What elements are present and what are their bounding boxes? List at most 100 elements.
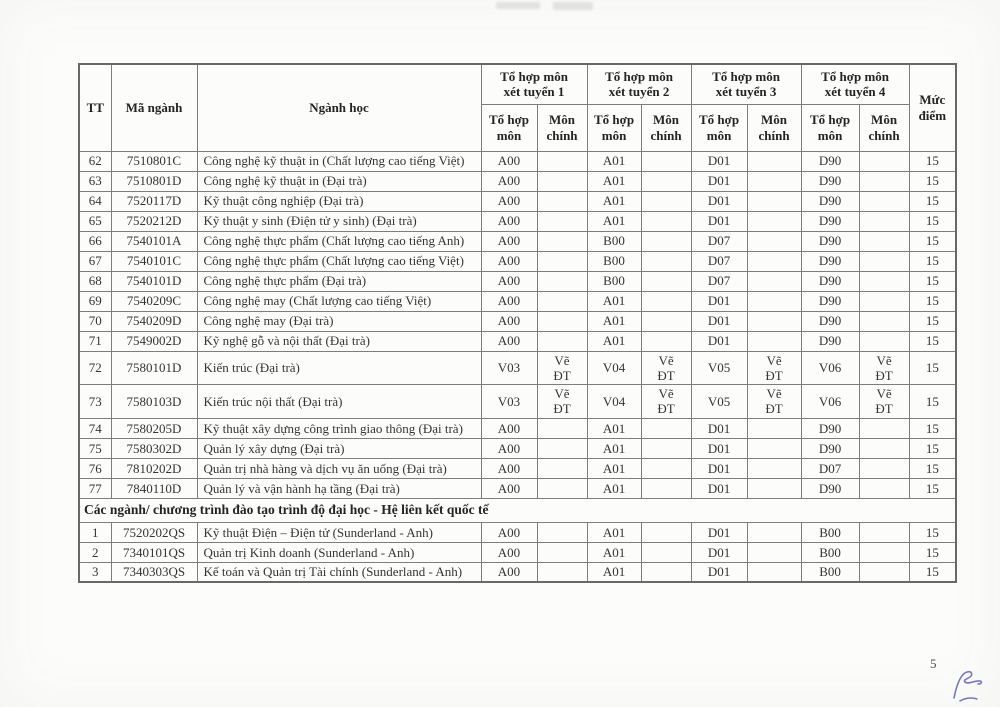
cell-to-hop-mon: V04 bbox=[586, 384, 642, 419]
cell-ma-nganh: 7510801C bbox=[110, 150, 198, 172]
cell-mon-chinh bbox=[858, 250, 910, 272]
cell-tt: 75 bbox=[78, 437, 112, 459]
cell-mon-chinh bbox=[536, 310, 588, 332]
cell-mon-chinh bbox=[536, 150, 588, 172]
cell-mon-chinh bbox=[746, 230, 802, 252]
cell-to-hop-mon: B00 bbox=[800, 521, 860, 543]
cell-mon-chinh bbox=[858, 561, 910, 583]
col-group-xet-tuyen-3: Tổ hợp môn xét tuyển 3 bbox=[690, 63, 802, 105]
subcol-to-hop-mon-2: Tổ hợp môn bbox=[586, 103, 642, 152]
cell-mon-chinh bbox=[746, 190, 802, 212]
cell-ma-nganh: 7540209D bbox=[110, 310, 198, 332]
cell-mon-chinh bbox=[858, 437, 910, 459]
cell-nganh-hoc: Kế toán và Quản trị Tài chính (Sunderlan… bbox=[196, 561, 482, 583]
cell-to-hop-mon: A01 bbox=[586, 457, 642, 479]
cell-to-hop-mon: A00 bbox=[480, 190, 538, 212]
table-body: 62 7510801C Công nghệ kỹ thuật in (Chất lư… bbox=[78, 150, 957, 583]
cell-to-hop-mon: V05 bbox=[690, 384, 748, 419]
cell-mon-chinh: Vẽ ĐT bbox=[536, 350, 588, 386]
cell-mon-chinh bbox=[536, 290, 588, 312]
page-number: 5 bbox=[930, 656, 937, 671]
cell-to-hop-mon: D07 bbox=[690, 270, 748, 292]
table-row: 75 7580302D Quản lý xây dựng (Đại trà) A00 A… bbox=[78, 437, 957, 459]
col-header-muc-diem: Mức điểm bbox=[908, 63, 957, 152]
cell-ma-nganh: 7510801D bbox=[110, 170, 198, 192]
cell-nganh-hoc: Công nghệ kỹ thuật in (Đại trà) bbox=[196, 170, 482, 192]
cell-mon-chinh bbox=[536, 541, 588, 563]
cell-nganh-hoc: Kiến trúc nội thất (Đại trà) bbox=[196, 384, 482, 419]
cell-to-hop-mon: D01 bbox=[690, 417, 748, 439]
cell-muc-diem: 15 bbox=[908, 330, 957, 352]
table-row: 2 7340101QS Quản trị Kinh doanh (Sunderlan… bbox=[78, 541, 957, 563]
cell-mon-chinh: Vẽ ĐT bbox=[640, 350, 692, 386]
cell-mon-chinh bbox=[640, 477, 692, 499]
cell-to-hop-mon: D07 bbox=[800, 457, 860, 479]
cell-mon-chinh bbox=[536, 521, 588, 543]
cell-to-hop-mon: A00 bbox=[480, 170, 538, 192]
table-row: 74 7580205D Kỹ thuật xây dựng công trình g… bbox=[78, 417, 957, 439]
cell-muc-diem: 15 bbox=[908, 250, 957, 272]
cell-mon-chinh bbox=[746, 310, 802, 332]
cell-to-hop-mon: A01 bbox=[586, 170, 642, 192]
cell-tt: 62 bbox=[78, 150, 112, 172]
cell-mon-chinh bbox=[858, 541, 910, 563]
cell-ma-nganh: 7520202QS bbox=[110, 521, 198, 543]
cell-muc-diem: 15 bbox=[908, 457, 957, 479]
cell-mon-chinh bbox=[536, 250, 588, 272]
cell-mon-chinh bbox=[746, 417, 802, 439]
cell-to-hop-mon: D01 bbox=[690, 210, 748, 232]
cell-nganh-hoc: Công nghệ thực phẩm (Đại trà) bbox=[196, 270, 482, 292]
cell-to-hop-mon: A00 bbox=[480, 477, 538, 499]
cell-mon-chinh bbox=[640, 561, 692, 583]
cell-mon-chinh bbox=[746, 541, 802, 563]
cell-mon-chinh bbox=[640, 330, 692, 352]
cell-tt: 65 bbox=[78, 210, 112, 232]
cell-mon-chinh bbox=[536, 210, 588, 232]
col-group-xet-tuyen-1: Tổ hợp môn xét tuyển 1 bbox=[480, 63, 588, 105]
cell-to-hop-mon: D90 bbox=[800, 250, 860, 272]
cell-nganh-hoc: Công nghệ kỹ thuật in (Chất lượng cao ti… bbox=[196, 150, 482, 172]
cell-mon-chinh bbox=[640, 270, 692, 292]
cell-mon-chinh bbox=[536, 230, 588, 252]
cell-mon-chinh bbox=[746, 290, 802, 312]
cell-to-hop-mon: D01 bbox=[690, 310, 748, 332]
table-row: 67 7540101C Công nghệ thực phẩm (Chất lượn… bbox=[78, 250, 957, 272]
cell-tt: 64 bbox=[78, 190, 112, 212]
cell-to-hop-mon: D01 bbox=[690, 290, 748, 312]
cell-to-hop-mon: A00 bbox=[480, 270, 538, 292]
cell-mon-chinh bbox=[858, 330, 910, 352]
cell-mon-chinh bbox=[640, 417, 692, 439]
cell-mon-chinh bbox=[746, 170, 802, 192]
cell-mon-chinh bbox=[536, 270, 588, 292]
cell-to-hop-mon: D90 bbox=[800, 230, 860, 252]
cell-nganh-hoc: Công nghệ may (Chất lượng cao tiếng Việt… bbox=[196, 290, 482, 312]
cell-mon-chinh bbox=[536, 561, 588, 583]
table-row: 63 7510801D Công nghệ kỹ thuật in (Đại trà… bbox=[78, 170, 957, 192]
cell-to-hop-mon: A00 bbox=[480, 330, 538, 352]
cell-to-hop-mon: B00 bbox=[586, 230, 642, 252]
cell-to-hop-mon: A00 bbox=[480, 417, 538, 439]
cell-ma-nganh: 7520117D bbox=[110, 190, 198, 212]
cell-to-hop-mon: V04 bbox=[586, 350, 642, 386]
cell-to-hop-mon: A00 bbox=[480, 230, 538, 252]
cell-tt: 3 bbox=[78, 561, 112, 583]
subcol-to-hop-mon-1: Tổ hợp môn bbox=[480, 103, 538, 152]
cell-tt: 69 bbox=[78, 290, 112, 312]
col-group-xet-tuyen-4: Tổ hợp môn xét tuyển 4 bbox=[800, 63, 910, 105]
cell-muc-diem: 15 bbox=[908, 417, 957, 439]
col-header-ma-nganh: Mã ngành bbox=[110, 63, 198, 152]
scan-artifact bbox=[496, 2, 540, 9]
cell-tt: 1 bbox=[78, 521, 112, 543]
cell-mon-chinh bbox=[536, 190, 588, 212]
cell-nganh-hoc: Kỹ nghệ gỗ và nội thất (Đại trà) bbox=[196, 330, 482, 352]
cell-to-hop-mon: A00 bbox=[480, 541, 538, 563]
col-header-nganh-hoc: Ngành học bbox=[196, 63, 482, 152]
cell-to-hop-mon: A01 bbox=[586, 210, 642, 232]
cell-to-hop-mon: D01 bbox=[690, 457, 748, 479]
cell-ma-nganh: 7580103D bbox=[110, 384, 198, 419]
signature-mark bbox=[953, 670, 983, 702]
cell-mon-chinh bbox=[640, 150, 692, 172]
cell-to-hop-mon: A00 bbox=[480, 290, 538, 312]
subcol-mon-chinh-2: Môn chính bbox=[640, 103, 692, 152]
